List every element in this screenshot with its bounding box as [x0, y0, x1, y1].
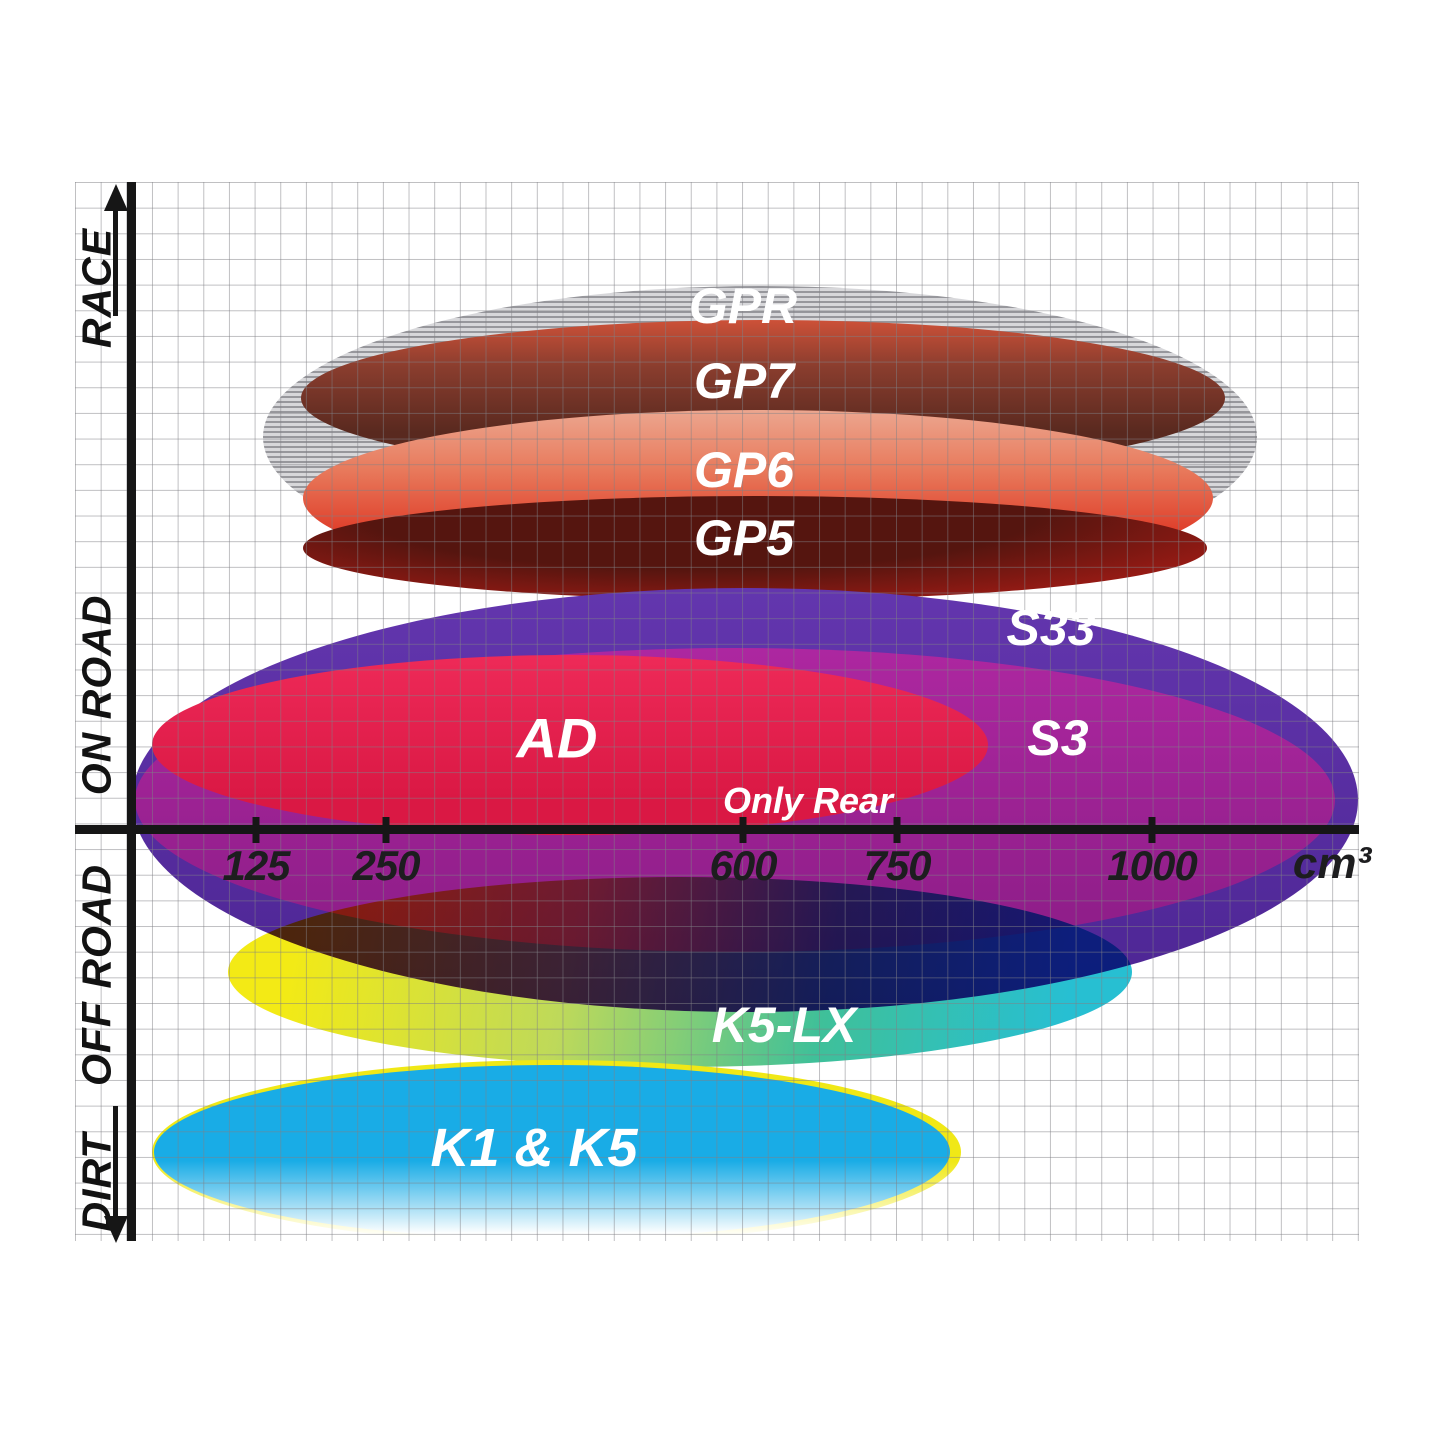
dirt-down-arrow-icon [104, 1216, 128, 1243]
y-label-on-road: ON ROAD [73, 594, 120, 796]
x-tick-label-1000: 1000 [1107, 842, 1197, 889]
label-ad: AD [516, 706, 598, 770]
x-tick-125 [252, 817, 260, 843]
label-s33: S33 [1006, 600, 1096, 656]
label-gpr: GPR [688, 278, 798, 334]
label-gp6: GP6 [693, 442, 795, 498]
x-axis-line [75, 825, 1359, 834]
x-tick-1000 [1148, 817, 1156, 843]
x-tick-250 [382, 817, 390, 843]
race-up-arrow-line [113, 206, 118, 316]
y-label-off-road: OFF ROAD [73, 863, 120, 1087]
label-s3: S3 [1027, 710, 1089, 766]
region-k5lx [228, 877, 1132, 1067]
race-up-arrow-icon [104, 184, 128, 211]
x-axis-unit-label: cm³ [1292, 839, 1372, 888]
x-tick-label-250: 250 [352, 842, 420, 889]
x-tick-750 [893, 817, 901, 843]
label-gp5: GP5 [693, 510, 795, 566]
label-gp7: GP7 [693, 353, 795, 409]
x-tick-label-125: 125 [222, 842, 290, 889]
y-axis-line [127, 182, 136, 1241]
x-tick-label-750: 750 [863, 842, 931, 889]
dirt-down-arrow-line [113, 1106, 118, 1218]
label-k1k5: K1 & K5 [430, 1118, 638, 1178]
label-k5lx: K5-LX [711, 997, 857, 1053]
label-only-rear: Only Rear [722, 780, 894, 821]
x-tick-label-600: 600 [709, 842, 777, 889]
